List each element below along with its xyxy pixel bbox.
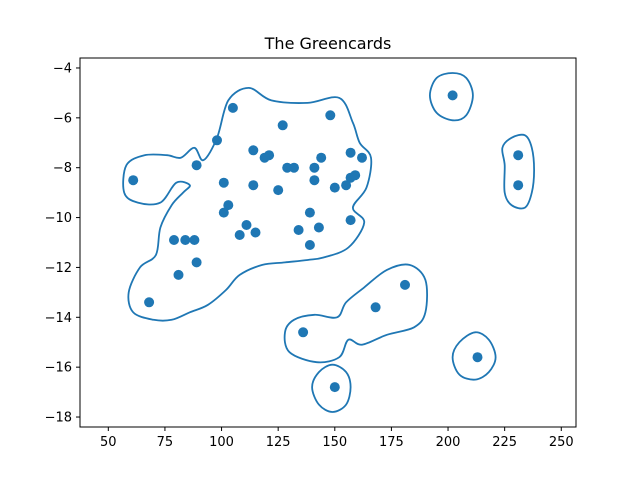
density-contour [501, 133, 536, 210]
y-tick-label: −18 [45, 411, 72, 426]
data-point [248, 180, 259, 191]
data-point [289, 162, 299, 173]
y-tick-label: −12 [45, 261, 72, 276]
data-point [169, 235, 179, 245]
point-layer [128, 90, 524, 393]
y-tick-label: −14 [45, 311, 72, 326]
data-point [400, 279, 410, 290]
x-tick-label: 175 [379, 435, 404, 450]
data-point [513, 150, 524, 161]
data-point [350, 170, 361, 181]
x-tick-label: 100 [209, 435, 234, 450]
density-contour [451, 331, 497, 381]
data-point [248, 145, 259, 156]
data-point [345, 215, 356, 226]
y-axis: −4 −6 −8 −10 −12 −14 −16 −18 [45, 61, 80, 426]
data-point [128, 175, 139, 186]
x-tick-label: 200 [436, 435, 461, 450]
x-tick-label: 125 [266, 435, 291, 450]
y-tick-label: −8 [53, 161, 72, 176]
y-tick-label: −4 [53, 61, 72, 76]
data-point [250, 227, 261, 238]
data-point [189, 235, 200, 245]
y-tick-label: −6 [53, 111, 72, 126]
y-tick-label: −16 [45, 361, 72, 376]
data-point [218, 207, 229, 218]
plot-frame [79, 57, 577, 428]
data-point [191, 160, 202, 171]
density-contour [122, 86, 373, 322]
data-point [273, 185, 284, 196]
data-point [241, 220, 252, 230]
data-point [345, 147, 356, 158]
y-tick-label: −10 [45, 211, 72, 226]
data-point [341, 180, 352, 191]
data-point [329, 382, 340, 393]
density-contour [283, 263, 428, 364]
data-point [313, 222, 324, 233]
density-contour [311, 363, 352, 413]
data-point [223, 200, 234, 211]
x-tick-label: 50 [100, 435, 117, 450]
data-point [472, 352, 483, 363]
x-axis: 50 75 100 125 150 175 200 225 250 [100, 427, 574, 450]
data-point [227, 102, 238, 113]
data-point [173, 269, 184, 280]
contour-layer [122, 72, 536, 413]
data-point [513, 180, 524, 191]
data-point [304, 207, 315, 218]
data-point [293, 225, 304, 235]
x-tick-label: 250 [549, 435, 574, 450]
data-point [325, 110, 336, 121]
data-point [259, 152, 270, 163]
data-point [277, 120, 288, 131]
data-point [234, 230, 245, 240]
data-point [212, 135, 222, 146]
data-point [309, 162, 320, 173]
data-point [447, 90, 458, 101]
chart-title: The Greencards [264, 34, 392, 53]
data-point [309, 175, 320, 186]
data-point [298, 327, 309, 338]
data-point [316, 152, 327, 163]
data-point [370, 302, 381, 313]
data-point [144, 297, 155, 308]
data-point [218, 177, 229, 188]
x-tick-label: 225 [492, 435, 517, 450]
data-point [191, 257, 202, 268]
data-point [357, 152, 367, 163]
x-tick-label: 150 [322, 435, 347, 450]
data-point [180, 235, 191, 245]
density-contour [428, 72, 474, 122]
data-point [304, 240, 315, 250]
data-point [329, 182, 340, 193]
x-tick-label: 75 [157, 435, 174, 450]
